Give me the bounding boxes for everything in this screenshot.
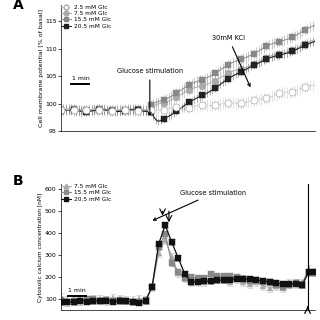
Text: B: B: [12, 174, 23, 188]
Y-axis label: Cytosolic calcium concentration [nM]: Cytosolic calcium concentration [nM]: [38, 193, 44, 302]
Legend: 2.5 mM Glc, 7.5 mM Glc, 15.5 mM Glc, 20.5 mM Glc: 2.5 mM Glc, 7.5 mM Glc, 15.5 mM Glc, 20.…: [61, 5, 111, 28]
Text: 1 min: 1 min: [72, 76, 90, 81]
Legend: 7.5 mM Glc, 15.5 mM Glc, 20.5 mM Glc: 7.5 mM Glc, 15.5 mM Glc, 20.5 mM Glc: [61, 184, 111, 202]
Text: Glucose stimulation: Glucose stimulation: [154, 190, 246, 220]
Text: 1 min: 1 min: [68, 288, 86, 293]
Text: A: A: [12, 0, 23, 12]
Text: 30mM KCl: 30mM KCl: [212, 36, 250, 86]
Y-axis label: Cell membrane potential [% of basal]: Cell membrane potential [% of basal]: [39, 9, 44, 127]
Text: Glucose stimulation: Glucose stimulation: [117, 68, 183, 115]
